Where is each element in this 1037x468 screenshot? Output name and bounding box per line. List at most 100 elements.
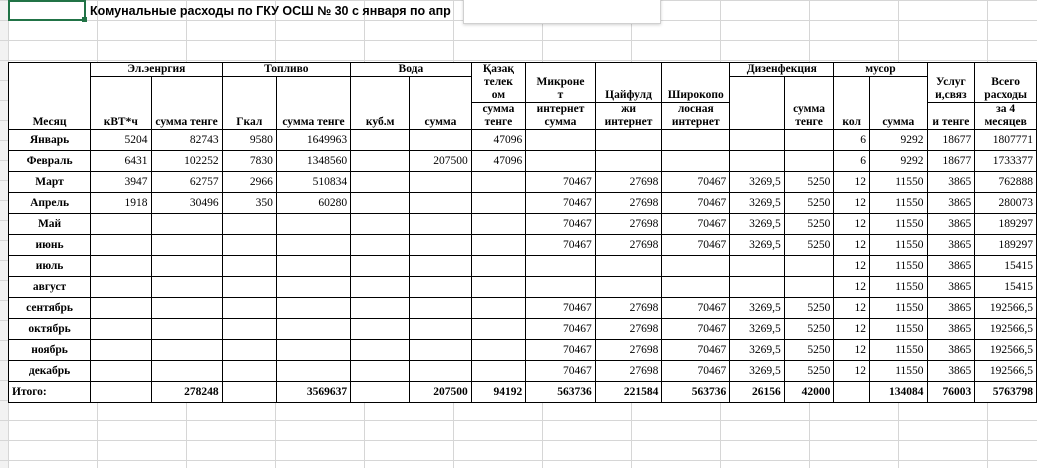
cell-kt-sum[interactable] [470,234,527,256]
cell-garb-sum[interactable]: 11550 [869,360,928,382]
total-cell-mikronet[interactable]: 563736 [525,381,596,403]
cell-dis-blank[interactable] [729,129,785,151]
cell-tsaif[interactable] [594,276,663,298]
cell-el-kwt[interactable] [90,339,152,361]
cell-dis-sum[interactable]: 5250 [783,192,835,214]
cell-total[interactable]: 1733377 [974,150,1037,172]
cell-water-m3[interactable] [350,129,411,151]
cell-total[interactable]: 192566,5 [974,297,1037,319]
cell-el-sum[interactable]: 62757 [150,171,223,193]
cell-serv-sum[interactable]: 3865 [926,171,976,193]
cell-serv-sum[interactable]: 18677 [926,129,976,151]
cell-water-sum[interactable] [409,318,472,340]
cell-dis-blank[interactable]: 3269,5 [729,192,785,214]
total-cell-garb-kol[interactable] [833,381,871,403]
cell-water-sum[interactable] [409,213,472,235]
cell-dis-blank[interactable]: 3269,5 [729,171,785,193]
cell-fuel-sum[interactable] [275,234,352,256]
cell-fuel-gcal[interactable]: 2966 [221,171,277,193]
cell-water-sum[interactable] [409,297,472,319]
total-cell-shirokop[interactable]: 563736 [661,381,731,403]
cell-month[interactable]: Март [7,171,92,193]
cell-fuel-gcal[interactable] [221,213,277,235]
cell-month[interactable]: август [7,276,92,298]
cell-garb-sum[interactable]: 11550 [869,171,928,193]
cell-shirokop[interactable]: 70467 [661,339,731,361]
table-row[interactable]: Май 70467 27698 70467 3269,5 5250 12 11550 3865 1… [7,213,1037,235]
cell-dis-blank[interactable] [729,276,785,298]
cell-el-sum[interactable] [150,234,223,256]
table-row[interactable]: август 12 11550 3865 15415 [7,276,1037,298]
cell-month[interactable]: июнь [7,234,92,256]
cell-fuel-gcal[interactable] [221,318,277,340]
cell-dis-sum[interactable]: 5250 [783,318,835,340]
cell-total[interactable]: 15415 [974,255,1037,277]
cell-water-sum[interactable] [409,171,472,193]
cell-mikronet[interactable]: 70467 [525,171,596,193]
cell-water-m3[interactable] [350,339,411,361]
cell-mikronet[interactable]: 70467 [525,192,596,214]
cell-fuel-sum[interactable] [275,339,352,361]
cell-dis-sum[interactable]: 5250 [783,171,835,193]
cell-el-kwt[interactable] [90,234,152,256]
cell-kt-sum[interactable] [470,192,527,214]
total-cell-fuel-sum[interactable]: 3569637 [275,381,352,403]
cell-el-sum[interactable] [150,360,223,382]
cell-serv-sum[interactable]: 3865 [926,276,976,298]
cell-fuel-gcal[interactable]: 7830 [221,150,277,172]
cell-garb-sum[interactable]: 11550 [869,297,928,319]
cell-fuel-gcal[interactable]: 350 [221,192,277,214]
table-row[interactable]: ноябрь 70467 27698 70467 3269,5 5250 12 11550 38… [7,339,1037,361]
cell-dis-sum[interactable]: 5250 [783,360,835,382]
cell-tsaif[interactable]: 27698 [594,213,663,235]
cell-serv-sum[interactable]: 3865 [926,255,976,277]
cell-el-sum[interactable]: 102252 [150,150,223,172]
cell-dis-blank[interactable]: 3269,5 [729,339,785,361]
cell-water-sum[interactable]: 207500 [409,150,472,172]
cell-garb-sum[interactable]: 11550 [869,213,928,235]
cell-month[interactable]: Февраль [7,150,92,172]
cell-fuel-sum[interactable]: 60280 [275,192,352,214]
cell-el-kwt[interactable]: 3947 [90,171,152,193]
cell-kt-sum[interactable] [470,255,527,277]
cell-water-m3[interactable] [350,276,411,298]
cell-water-m3[interactable] [350,255,411,277]
total-cell-water-sum[interactable]: 207500 [409,381,472,403]
cell-dis-blank[interactable]: 3269,5 [729,360,785,382]
cell-tsaif[interactable]: 27698 [594,192,663,214]
cell-fuel-gcal[interactable] [221,234,277,256]
cell-kt-sum[interactable] [470,171,527,193]
cell-garb-kol[interactable]: 12 [833,297,871,319]
selected-cell[interactable] [8,0,87,22]
cell-dis-blank[interactable]: 3269,5 [729,213,785,235]
cell-serv-sum[interactable]: 18677 [926,150,976,172]
cell-mikronet[interactable] [525,150,596,172]
cell-shirokop[interactable]: 70467 [661,213,731,235]
cell-month[interactable]: Январь [7,129,92,151]
cell-garb-kol[interactable]: 6 [833,129,871,151]
cell-garb-sum[interactable]: 11550 [869,192,928,214]
cell-shirokop[interactable] [661,276,731,298]
cell-el-sum[interactable] [150,297,223,319]
cell-mikronet[interactable]: 70467 [525,234,596,256]
cell-el-kwt[interactable] [90,213,152,235]
cell-water-sum[interactable] [409,255,472,277]
cell-total[interactable]: 189297 [974,213,1037,235]
cell-tsaif[interactable]: 27698 [594,318,663,340]
total-cell-fuel-gcal[interactable] [221,381,277,403]
cell-serv-sum[interactable]: 3865 [926,234,976,256]
cell-mikronet[interactable] [525,276,596,298]
table-row[interactable]: Март 3947 62757 2966 510834 70467 27698 70467 32… [7,171,1037,193]
total-cell-total[interactable]: 5763798 [974,381,1037,403]
cell-water-m3[interactable] [350,318,411,340]
cell-garb-sum[interactable]: 9292 [869,129,928,151]
cell-dis-blank[interactable] [729,150,785,172]
cell-mikronet[interactable]: 70467 [525,339,596,361]
cell-mikronet[interactable]: 70467 [525,213,596,235]
cell-fuel-sum[interactable]: 1649963 [275,129,352,151]
table-row[interactable]: Январь 5204 82743 9580 1649963 47096 6 9292 1867… [7,129,1037,151]
cell-el-sum[interactable] [150,255,223,277]
cell-water-sum[interactable] [409,129,472,151]
cell-garb-kol[interactable]: 12 [833,339,871,361]
cell-fuel-sum[interactable] [275,213,352,235]
